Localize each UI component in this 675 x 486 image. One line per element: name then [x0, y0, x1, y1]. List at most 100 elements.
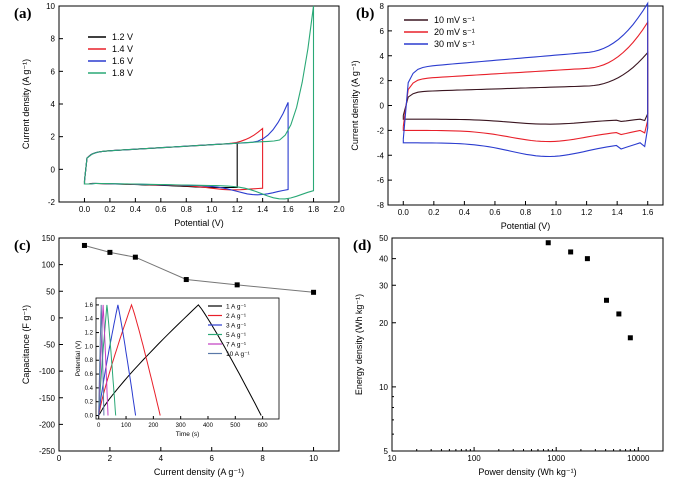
inset-legend-label: 10 A g⁻¹	[226, 351, 251, 358]
plot-frame-d	[391, 237, 664, 452]
gcd-curve-4	[98, 304, 117, 416]
x-axis-label-c: Current density (A g⁻¹)	[154, 467, 244, 477]
legend-label-b: 10 mV s⁻¹	[434, 15, 475, 25]
inset-y-tick-label: 0.0	[85, 414, 94, 420]
x-tick-label-a: 1.6	[283, 205, 295, 214]
legend-label-a: 1.6 V	[112, 56, 133, 66]
y-tick-label-c: 50	[46, 287, 55, 296]
panel-label-d: (d)	[353, 238, 371, 254]
legend-label-a: 1.4 V	[112, 44, 133, 54]
y-axis-label-c: Capacitance (F g⁻¹)	[21, 305, 31, 384]
y-tick-label-a: 6	[51, 67, 56, 76]
y-tick-label-d: 30	[379, 281, 388, 290]
y-tick-label-b: 2	[380, 77, 385, 86]
y-tick-label-c: -100	[39, 367, 56, 376]
inset-y-tick-label: 1.2	[85, 331, 94, 337]
x-tick-label-a: 1.0	[206, 205, 218, 214]
inset-y-tick-label: 0.4	[85, 386, 94, 392]
y-axis-label-a: Current density (A g⁻¹)	[21, 59, 31, 149]
y-tick-label-b: -8	[377, 201, 385, 210]
inset-y-tick-label: 1.6	[85, 303, 94, 309]
gcd-curve-5	[98, 304, 109, 416]
y-tick-label-c: 0	[51, 314, 56, 323]
inset-x-tick-label: 300	[176, 423, 187, 429]
x-tick-label-b: 1.2	[581, 208, 593, 217]
y-tick-label-c: -200	[39, 420, 56, 429]
gcd-curve-6	[98, 304, 105, 416]
x-tick-label-a: 2.0	[333, 205, 345, 214]
x-tick-label-c: 6	[210, 454, 215, 463]
inset-legend-label: 7 A g⁻¹	[226, 342, 247, 349]
ragone-point	[545, 240, 551, 246]
legend-label-b: 20 mV s⁻¹	[434, 27, 475, 37]
ragone-point	[603, 297, 609, 303]
capacitance-point	[81, 242, 87, 248]
y-axis-label-b: Current density (A g⁻¹)	[350, 60, 360, 150]
ragone-point	[568, 249, 574, 255]
y-tick-label-d: 5	[384, 447, 389, 456]
y-tick-label-b: 0	[380, 102, 385, 111]
y-tick-label-a: 10	[46, 2, 55, 11]
x-tick-label-a: 1.2	[232, 205, 244, 214]
inset-y-tick-label: 0.2	[85, 400, 94, 406]
y-tick-label-a: 0	[51, 165, 56, 174]
x-tick-label-a: 1.4	[257, 205, 269, 214]
inset-y-tick-label: 0.6	[85, 372, 94, 378]
y-tick-label-a: -2	[48, 198, 56, 207]
legend-label-b: 30 mV s⁻¹	[434, 39, 475, 49]
cv-curve-1.2v	[83, 142, 238, 189]
x-tick-label-a: 0.2	[104, 205, 116, 214]
cv-scan-curve-2	[402, 20, 649, 143]
y-tick-label-d: 50	[379, 234, 388, 243]
y-axis-label-d: Energy density (Wh kg⁻¹)	[354, 294, 364, 395]
gcd-curve-3	[98, 304, 137, 416]
cv-curve-1.4v	[83, 127, 264, 191]
y-tick-label-c: 100	[42, 261, 56, 270]
capacitance-point	[311, 289, 317, 295]
x-tick-label-c: 8	[260, 454, 265, 463]
y-tick-label-a: 2	[51, 133, 56, 142]
y-tick-label-a: 4	[51, 100, 56, 109]
x-tick-label-a: 0.8	[181, 205, 193, 214]
capacitance-point	[183, 277, 189, 283]
legend-label-a: 1.8 V	[112, 68, 133, 78]
inset-x-tick-label: 200	[148, 423, 159, 429]
x-tick-label-d: 10	[388, 454, 397, 463]
gcd-curve-2	[98, 303, 161, 416]
inset-y-tick-label: 0.8	[85, 358, 94, 364]
y-tick-label-b: -6	[377, 176, 385, 185]
x-tick-label-a: 0.6	[155, 205, 167, 214]
inset-frame	[95, 297, 280, 420]
y-tick-label-b: 8	[380, 2, 385, 11]
x-tick-label-a: 0.4	[130, 205, 142, 214]
cv-scan-curve-3	[402, 1, 649, 158]
x-tick-label-c: 10	[309, 454, 318, 463]
x-tick-label-d: 1000	[547, 454, 565, 463]
ragone-point	[584, 256, 590, 262]
x-tick-label-c: 2	[108, 454, 113, 463]
x-tick-label-b: 0.8	[520, 208, 532, 217]
y-tick-label-c: -250	[39, 447, 56, 456]
x-tick-label-a: 1.8	[308, 205, 320, 214]
y-tick-label-c: -50	[43, 341, 55, 350]
x-tick-label-d: 100	[467, 454, 481, 463]
y-tick-label-a: 8	[51, 35, 56, 44]
y-tick-label-b: -2	[377, 126, 385, 135]
y-tick-label-b: -4	[377, 151, 385, 160]
x-tick-label-b: 1.0	[550, 208, 562, 217]
capacitance-point	[234, 282, 240, 288]
gcd-curve-1	[98, 304, 262, 416]
inset-x-tick-label: 100	[121, 423, 132, 429]
y-tick-label-d: 10	[379, 383, 388, 392]
x-axis-label-a: Potential (V)	[174, 218, 224, 228]
x-axis-label-b: Potential (V)	[501, 221, 551, 231]
cv-curve-1.6v	[83, 102, 289, 196]
y-tick-label-d: 20	[379, 319, 388, 328]
inset-x-tick-label: 400	[203, 423, 214, 429]
legend-label-a: 1.2 V	[112, 32, 133, 42]
capacitance-point	[132, 254, 138, 260]
inset-x-axis-label: Time (s)	[176, 431, 200, 438]
x-axis-label-d: Power density (Wh kg⁻¹)	[478, 467, 576, 477]
y-tick-label-b: 4	[380, 52, 385, 61]
